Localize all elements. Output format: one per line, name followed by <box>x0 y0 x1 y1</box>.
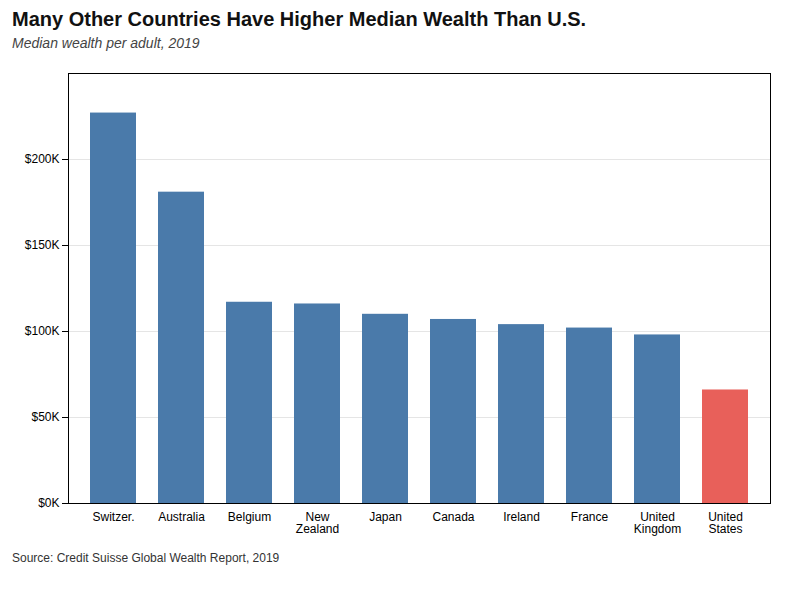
svg-text:Australia: Australia <box>158 510 205 524</box>
svg-text:NewZealand: NewZealand <box>296 510 339 536</box>
svg-text:UnitedStates: UnitedStates <box>708 510 743 536</box>
html-text:Source: Credit Suisse Global W: Source: Credit Suisse Global Wealth Repo… <box>12 551 280 565</box>
html-text:Many Other Countries Have High: Many Other Countries Have Higher Median … <box>12 8 587 30</box>
html-text:Median wealth per adult, 2019: Median wealth per adult, 2019 <box>12 35 200 51</box>
svg-text:Japan: Japan <box>369 510 402 524</box>
svg-text:Belgium: Belgium <box>228 510 271 524</box>
svg-text:Ireland: Ireland <box>503 510 540 524</box>
svg-text:$50K: $50K <box>31 410 59 424</box>
svg-text:$150K: $150K <box>25 238 60 252</box>
svg-text:Canada: Canada <box>432 510 474 524</box>
svg-text:$200K: $200K <box>25 152 60 166</box>
svg-text:$0K: $0K <box>38 496 59 510</box>
svg-text:France: France <box>571 510 609 524</box>
svg-text:Switzer.: Switzer. <box>92 510 134 524</box>
svg-text:$100K: $100K <box>25 324 60 338</box>
svg-text:UnitedKingdom: UnitedKingdom <box>634 510 681 536</box>
